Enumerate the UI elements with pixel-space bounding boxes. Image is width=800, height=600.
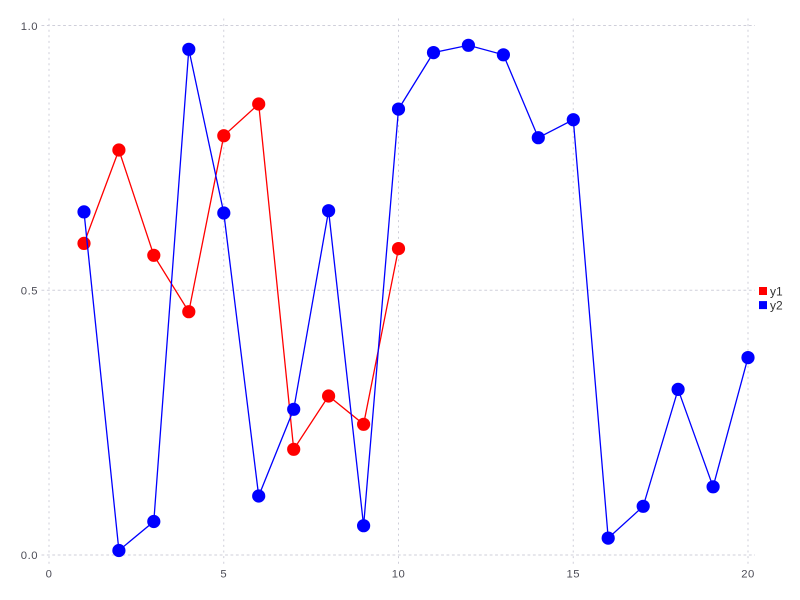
svg-text:20: 20 bbox=[741, 569, 755, 581]
svg-text:5: 5 bbox=[220, 569, 227, 581]
svg-text:15: 15 bbox=[566, 569, 580, 581]
svg-text:0: 0 bbox=[46, 569, 53, 581]
svg-text:10: 10 bbox=[392, 569, 406, 581]
svg-text:0.5: 0.5 bbox=[21, 285, 38, 297]
svg-text:1.0: 1.0 bbox=[21, 21, 38, 33]
svg-text:0.0: 0.0 bbox=[21, 550, 38, 562]
svg-text:y1: y1 bbox=[770, 284, 783, 298]
svg-text:y2: y2 bbox=[770, 298, 783, 312]
